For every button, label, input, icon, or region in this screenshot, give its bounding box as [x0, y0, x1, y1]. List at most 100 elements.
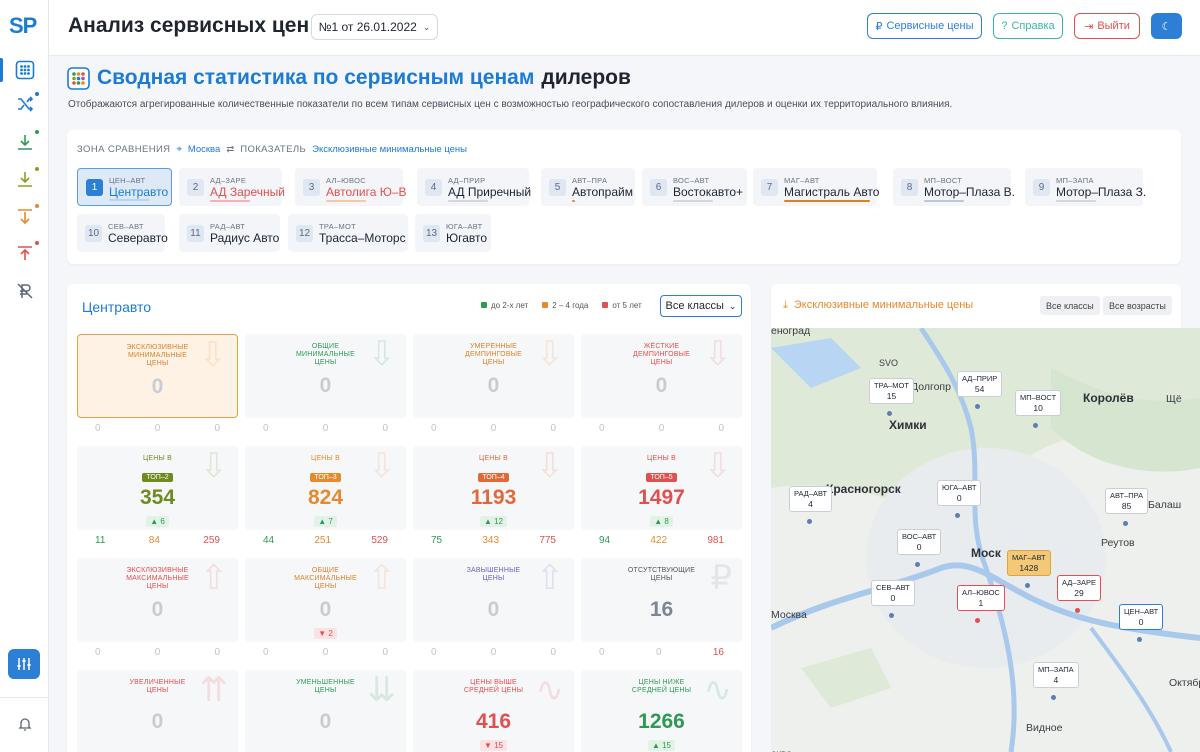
stat-cell[interactable]: ⇩ Умеренные демпинговые цены 0	[413, 334, 574, 418]
age-count: 422	[650, 535, 668, 546]
sidebar-dashboard-icon[interactable]	[13, 58, 37, 82]
dealer-item[interactable]: 1 ЦЕН–АВТ Центравто	[77, 168, 172, 206]
dealer-map-pin[interactable]: АД–ЗАРЕ 29	[1057, 575, 1102, 601]
dealer-code: АВТ–ПРА	[572, 175, 608, 185]
sidebar-double-down-icon[interactable]	[13, 204, 39, 228]
stat-cell[interactable]: ⇧ Общие максимальные цены 0 ▼ 2	[245, 558, 406, 642]
help-button[interactable]: ? Справка	[993, 13, 1063, 39]
bell-icon[interactable]	[13, 712, 37, 736]
service-prices-button[interactable]: ₽ Сервисные цены	[867, 13, 982, 39]
stat-cell[interactable]: ⇩ Цены в ТОП–5 1497 ▲ 8	[581, 446, 742, 530]
stat-cell[interactable]: ⇩ Цены в ТОП–3 824 ▲ 7	[245, 446, 406, 530]
age-count: 0	[322, 647, 329, 658]
dealer-item[interactable]: 4 АД–ПРИР АД Приречный	[417, 168, 531, 206]
age-count: 0	[95, 647, 101, 658]
stat-cell[interactable]: ∿ Цены выше средней цены 416 ▼ 15	[413, 670, 574, 752]
dealer-map[interactable]: еноград SVO Химки Долгопр Королёв Щё Красногор…	[771, 328, 1200, 752]
dealer-map-pin[interactable]: РАД–АВТ 4	[789, 486, 833, 512]
pin-marker	[807, 519, 812, 524]
age-count: 0	[599, 423, 605, 434]
sidebar-shuffle-icon[interactable]	[13, 92, 39, 116]
dealer-item[interactable]: 13 ЮГА–АВТ Югавто	[415, 214, 491, 252]
sidebar-download-green-icon[interactable]	[13, 130, 39, 154]
app-logo[interactable]: SP	[9, 13, 37, 39]
class-select[interactable]: Все классы ⌄	[660, 295, 742, 317]
dealer-map-pin[interactable]: ВОС–АВТ 0	[897, 529, 942, 555]
dealer-map-pin[interactable]: ЮГА–АВТ 0	[937, 480, 982, 506]
sidebar-no-ruble-icon[interactable]	[13, 279, 37, 303]
location-pin-icon: ⌖	[176, 144, 182, 155]
dealer-map-pin[interactable]: АВТ–ПРА 85	[1105, 488, 1149, 514]
dealer-name: Автолига Ю–В	[326, 184, 407, 199]
swap-icon[interactable]: ⇄	[226, 144, 235, 155]
stat-cell[interactable]: ⇩ Жёсткие демпинговые цены 0	[581, 334, 742, 418]
zone-city[interactable]: Москва	[187, 144, 221, 155]
map-title-text: Эксклюзивные минимальные цены	[793, 299, 974, 311]
pin-code: АВТ–ПРА	[1110, 491, 1144, 500]
help-icon: ?	[1001, 20, 1008, 32]
sidebar-download-olive-icon[interactable]	[13, 167, 39, 191]
ruble-icon: ₽	[875, 20, 883, 33]
indicator-value[interactable]: Эксклюзивные минимальные цены	[312, 144, 468, 155]
stat-cell[interactable]: ⇩ Общие минимальные цены 0	[245, 334, 406, 418]
stat-cell[interactable]: ∿ Цены ниже средней цены 1266 ▲ 15	[581, 670, 742, 752]
dealer-code: ЮГА–АВТ	[446, 221, 483, 231]
dealer-map-pin[interactable]: АЛ–ЮВОС 1	[957, 585, 1005, 611]
dealer-number: 3	[303, 178, 320, 196]
stats-card: Центравто до 2-х лет 2 – 4 года от 5 лет…	[67, 284, 751, 752]
logout-icon: ⇥	[1084, 20, 1094, 33]
map-classes-filter[interactable]: Все классы	[1040, 296, 1100, 315]
stat-bg-icon: ⇩	[367, 335, 397, 373]
dealer-map-pin[interactable]: АД–ПРИР 54	[957, 371, 1003, 397]
dealer-number: 5	[549, 178, 566, 196]
dealer-map-pin[interactable]: ТРА–МОТ 15	[869, 378, 914, 404]
map-city-label: Москва	[771, 609, 807, 621]
age-breakdown: 0 0 0	[413, 423, 574, 434]
stat-cell[interactable]: ⇩ Цены в ТОП–4 1193 ▲ 12	[413, 446, 574, 530]
dealer-underline	[448, 200, 488, 202]
dealer-name: Радиус Авто	[210, 230, 280, 245]
dealer-item[interactable]: 7 МАГ–АВТ Магистраль Авто	[753, 168, 879, 206]
sidebar-upload-red-icon[interactable]	[13, 241, 39, 265]
stat-cell[interactable]: ⇩ Цены в ТОП–2 354 ▲ 6	[77, 446, 238, 530]
age-breakdown: 0 0 0	[581, 423, 742, 434]
dealer-item[interactable]: 12 ТРА–МОТ Трасса–Моторс	[288, 214, 408, 252]
logout-button[interactable]: ⇥ Выйти	[1074, 13, 1140, 39]
map-city-label: Моск	[971, 546, 1001, 560]
dealer-map-pin[interactable]: ЦЕН–АВТ 0	[1119, 604, 1164, 630]
pin-value: 10	[1033, 403, 1043, 413]
dealer-item[interactable]: 3 АЛ–ЮВОС Автолига Ю–В	[295, 168, 407, 206]
dealer-item[interactable]: 11 РАД–АВТ Радиус Авто	[179, 214, 280, 252]
dealer-item[interactable]: 5 АВТ–ПРА Автопрайм	[541, 168, 635, 206]
age-count: 75	[431, 535, 443, 546]
age-count: 11	[95, 535, 106, 546]
stat-cell[interactable]: ⇊ Уменьшенные цены 0	[245, 670, 406, 752]
dealer-item[interactable]: 9 МП–ЗАПА Мотор–Плаза З.	[1025, 168, 1146, 206]
stat-label: Цены в	[311, 455, 340, 462]
dealer-map-pin[interactable]: СЕВ–АВТ 0	[871, 580, 915, 606]
dealer-map-pin[interactable]: МП–ЗАПА 4	[1033, 662, 1079, 688]
dealer-item[interactable]: 8 МП–ВОСТ Мотор–Плаза В.	[893, 168, 1015, 206]
dealer-item[interactable]: 10 СЕВ–АВТ Северавто	[77, 214, 168, 252]
stat-cell[interactable]: ⇩ Эксклюзивные минимальные цены 0	[77, 334, 238, 418]
legend-mid: 2 – 4 года	[542, 301, 588, 310]
stat-value: 416	[475, 710, 512, 733]
dealer-item[interactable]: 2 АД–ЗАРЕ АД Заречный	[179, 168, 285, 206]
stat-cell[interactable]: ₽ Отсутствующие цены 16	[581, 558, 742, 642]
dealer-selector-card: ЗОНА СРАВНЕНИЯ ⌖ Москва ⇄ ПОКАЗАТЕЛЬ Экс…	[67, 130, 1181, 264]
age-breakdown: 75 343 775	[413, 535, 574, 546]
dealer-item[interactable]: 6 ВОС–АВТ Востокавто+	[642, 168, 747, 206]
age-count: 0	[431, 647, 437, 658]
sidebar-filters-button[interactable]	[8, 649, 40, 679]
stat-cell[interactable]: ⇧ Эксклюзивные максимальные цены 0	[77, 558, 238, 642]
theme-toggle-button[interactable]: ☾	[1151, 13, 1182, 39]
stat-label: Общие максимальные цены	[294, 567, 357, 590]
dealer-map-pin[interactable]: МП–ВОСТ 10	[1015, 390, 1062, 416]
stat-delta: ▲ 7	[314, 516, 337, 527]
map-ages-filter[interactable]: Все возрасты	[1103, 296, 1172, 315]
document-select[interactable]: №1 от 26.01.2022 ⌄	[311, 14, 438, 40]
dealer-number: 6	[650, 178, 667, 196]
dealer-map-pin[interactable]: МАГ–АВТ 1428	[1007, 550, 1051, 576]
stat-cell[interactable]: ⇈ Увеличенные цены 0	[77, 670, 238, 752]
stat-cell[interactable]: ⇧ Завышенные цены 0	[413, 558, 574, 642]
